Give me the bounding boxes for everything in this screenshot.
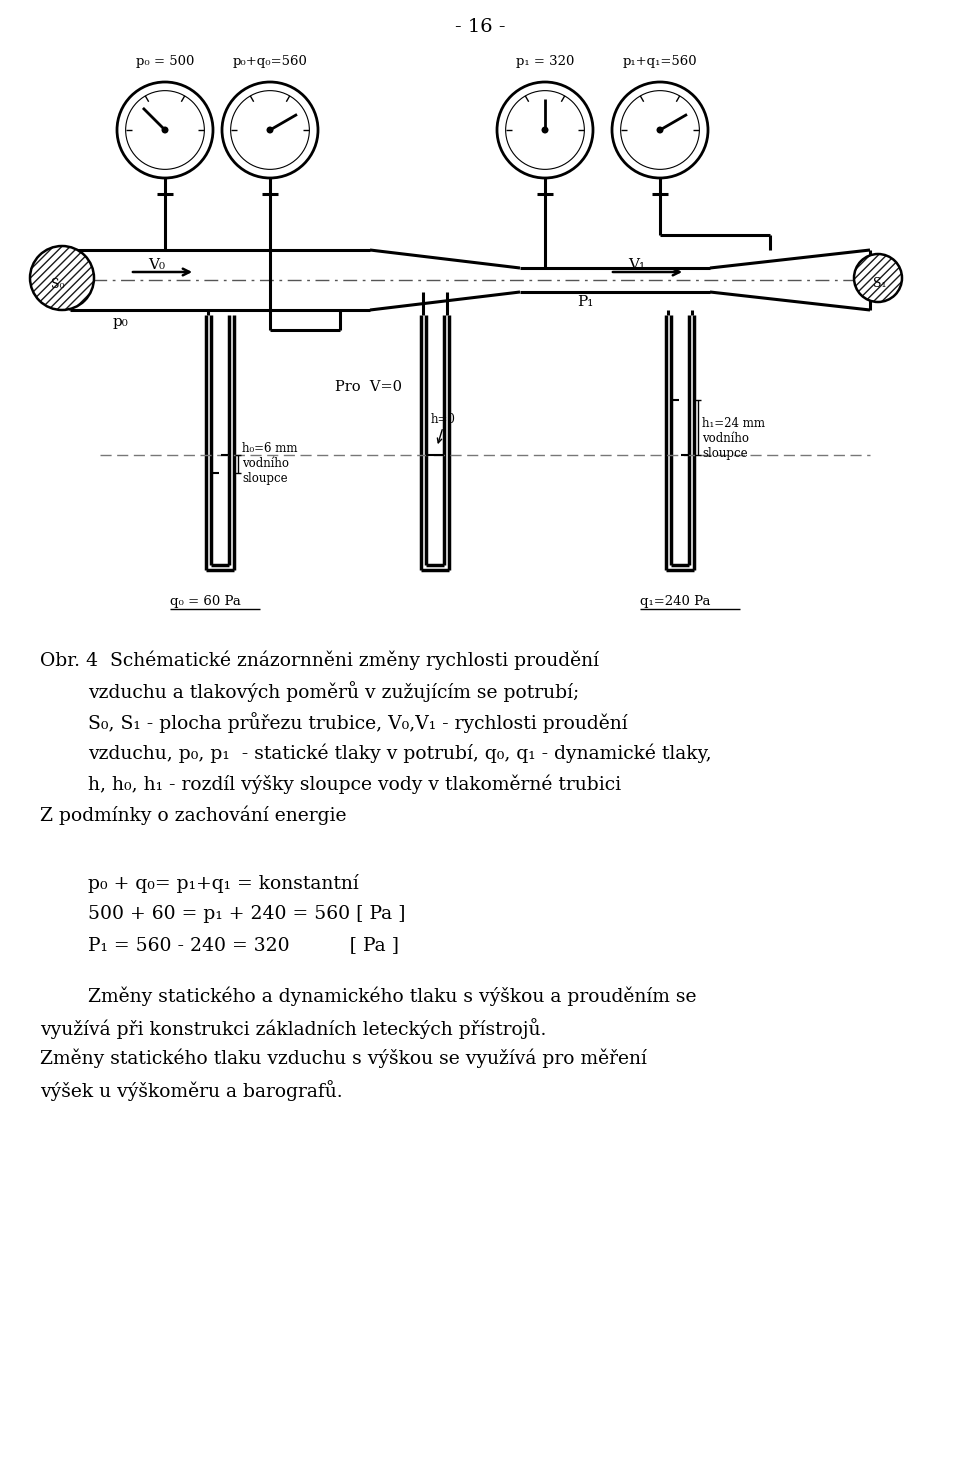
- Text: Pro  V=0: Pro V=0: [335, 381, 402, 394]
- Text: p₀+q₀=560: p₀+q₀=560: [232, 55, 307, 69]
- Text: q₀ = 60 Pa: q₀ = 60 Pa: [170, 595, 241, 608]
- Text: - 16 -: - 16 -: [455, 17, 505, 36]
- Text: h=0: h=0: [431, 413, 455, 426]
- Text: 500 + 60 = p₁ + 240 = 560 [ Pa ]: 500 + 60 = p₁ + 240 = 560 [ Pa ]: [88, 905, 405, 923]
- Text: Pₐ: Pₐ: [655, 156, 665, 165]
- Text: P₁ = 560 - 240 = 320          [ Pa ]: P₁ = 560 - 240 = 320 [ Pa ]: [88, 936, 399, 954]
- Circle shape: [222, 82, 318, 178]
- Text: vzduchu, p₀, p₁  - statické tlaky v potrubí, q₀, q₁ - dynamické tlaky,: vzduchu, p₀, p₁ - statické tlaky v potru…: [88, 744, 711, 763]
- Text: výšek u výškoměru a barografů.: výšek u výškoměru a barografů.: [40, 1080, 343, 1101]
- Text: 200: 200: [249, 104, 263, 112]
- Text: vzduchu a tlakových poměrů v zužujícím se potrubí;: vzduchu a tlakových poměrů v zužujícím s…: [88, 681, 579, 701]
- Text: 0: 0: [515, 128, 519, 136]
- Text: 0: 0: [134, 128, 139, 136]
- Circle shape: [506, 90, 585, 169]
- Text: p₀ + q₀= p₁+q₁ = konstantní: p₀ + q₀= p₁+q₁ = konstantní: [88, 873, 359, 892]
- Text: V₁: V₁: [628, 258, 645, 273]
- Circle shape: [541, 127, 548, 134]
- Text: S₀: S₀: [51, 277, 64, 290]
- Text: 200: 200: [144, 104, 158, 112]
- Text: Pₐ: Pₐ: [265, 156, 276, 165]
- Text: Změny statického a dynamického tlaku s výškou a prouděním se: Změny statického a dynamického tlaku s v…: [88, 987, 697, 1006]
- Text: Z podmínky o zachování energie: Z podmínky o zachování energie: [40, 805, 347, 825]
- Text: p₁ = 320: p₁ = 320: [516, 55, 574, 69]
- Text: 400: 400: [552, 104, 566, 112]
- Text: h, h₀, h₁ - rozdíl výšky sloupce vody v tlakoměrné trubici: h, h₀, h₁ - rozdíl výšky sloupce vody v …: [88, 774, 621, 793]
- Text: h₁=24 mm: h₁=24 mm: [702, 417, 765, 430]
- Text: S₁: S₁: [874, 277, 887, 290]
- Text: Pₐ: Pₐ: [160, 156, 170, 165]
- Circle shape: [620, 90, 699, 169]
- Text: 200: 200: [524, 104, 539, 112]
- Text: p₁+q₁=560: p₁+q₁=560: [623, 55, 697, 69]
- Text: vodního: vodního: [702, 432, 749, 445]
- Circle shape: [854, 254, 902, 302]
- Text: Změny statického tlaku vzduchu s výškou se využívá pro měření: Změny statického tlaku vzduchu s výškou …: [40, 1048, 647, 1069]
- Text: P₁: P₁: [577, 295, 593, 309]
- Text: vodního: vodního: [242, 456, 289, 469]
- Text: V₀: V₀: [148, 258, 165, 273]
- Text: sloupce: sloupce: [702, 448, 748, 461]
- Circle shape: [161, 127, 169, 134]
- Text: 200: 200: [638, 104, 654, 112]
- Circle shape: [612, 82, 708, 178]
- Text: S₀, S₁ - plocha průřezu trubice, V₀,V₁ - rychlosti proudění: S₀, S₁ - plocha průřezu trubice, V₀,V₁ -…: [88, 712, 628, 733]
- Text: 600: 600: [565, 128, 580, 136]
- Text: 400: 400: [666, 104, 682, 112]
- Text: využívá při konstrukci základních leteckých přístrojů.: využívá při konstrukci základních leteck…: [40, 1018, 546, 1040]
- Text: 0: 0: [240, 128, 245, 136]
- Text: h₀=6 mm: h₀=6 mm: [242, 442, 298, 455]
- Text: q₁=240 Pa: q₁=240 Pa: [640, 595, 710, 608]
- Text: 600: 600: [291, 128, 305, 136]
- Circle shape: [30, 246, 94, 311]
- Text: 400: 400: [172, 104, 186, 112]
- Circle shape: [126, 90, 204, 169]
- Text: p₀ = 500: p₀ = 500: [135, 55, 194, 69]
- Text: Obr. 4  Schématické znázornněni změny rychlosti proudění: Obr. 4 Schématické znázornněni změny ryc…: [40, 650, 599, 669]
- Circle shape: [267, 127, 274, 134]
- Circle shape: [117, 82, 213, 178]
- Circle shape: [497, 82, 593, 178]
- Text: 0: 0: [630, 128, 635, 136]
- Text: 600: 600: [185, 128, 200, 136]
- Text: sloupce: sloupce: [242, 472, 288, 486]
- Circle shape: [657, 127, 663, 134]
- Text: 400: 400: [276, 104, 291, 112]
- Text: Pₐ: Pₐ: [540, 156, 550, 165]
- Circle shape: [230, 90, 309, 169]
- Text: p₀: p₀: [112, 315, 128, 330]
- Text: 600: 600: [681, 128, 695, 136]
